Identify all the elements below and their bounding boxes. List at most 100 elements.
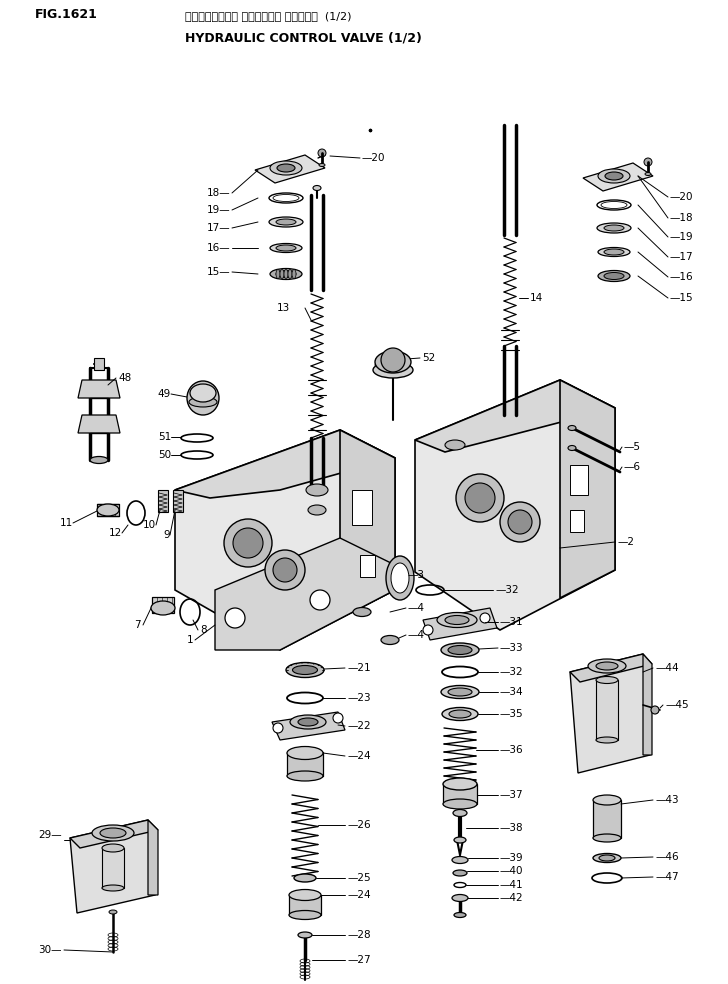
Polygon shape	[148, 820, 158, 895]
Text: —44: —44	[655, 663, 678, 673]
Ellipse shape	[604, 225, 624, 231]
Text: —33: —33	[500, 643, 523, 653]
Text: —24: —24	[347, 890, 371, 900]
Ellipse shape	[568, 446, 576, 451]
Ellipse shape	[599, 855, 615, 861]
Bar	[289, 895, 321, 915]
Text: —15: —15	[670, 293, 694, 303]
Ellipse shape	[448, 688, 472, 696]
Ellipse shape	[276, 219, 296, 225]
Ellipse shape	[292, 270, 296, 278]
Circle shape	[233, 528, 263, 558]
Ellipse shape	[373, 362, 413, 378]
Ellipse shape	[270, 243, 302, 253]
Bar	[94, 358, 104, 370]
Ellipse shape	[597, 223, 631, 233]
Ellipse shape	[593, 834, 621, 842]
Text: 52: 52	[422, 353, 435, 363]
Ellipse shape	[443, 778, 477, 790]
Ellipse shape	[604, 249, 624, 255]
Ellipse shape	[294, 874, 316, 882]
Circle shape	[651, 706, 659, 714]
Text: —31: —31	[500, 617, 523, 627]
Circle shape	[225, 608, 245, 628]
Ellipse shape	[391, 563, 409, 593]
Text: —4: —4	[408, 603, 425, 613]
Ellipse shape	[151, 601, 175, 615]
Ellipse shape	[187, 381, 219, 415]
Ellipse shape	[100, 828, 126, 838]
Bar	[593, 800, 621, 838]
Text: —38: —38	[500, 823, 523, 833]
Ellipse shape	[598, 169, 630, 183]
Text: 48: 48	[118, 373, 131, 383]
Text: —19: —19	[670, 232, 694, 242]
Ellipse shape	[313, 186, 321, 191]
Ellipse shape	[280, 270, 284, 278]
Text: 16—: 16—	[206, 243, 230, 253]
Ellipse shape	[319, 163, 325, 166]
Ellipse shape	[276, 245, 296, 251]
Ellipse shape	[375, 351, 411, 373]
Polygon shape	[415, 380, 615, 630]
Circle shape	[480, 613, 490, 623]
Text: HYDRAULIC CONTROL VALVE (1/2): HYDRAULIC CONTROL VALVE (1/2)	[185, 31, 422, 44]
Text: —42: —42	[500, 893, 523, 903]
Bar	[102, 848, 124, 888]
Bar	[158, 490, 168, 512]
Ellipse shape	[441, 686, 479, 699]
Circle shape	[465, 483, 495, 513]
Text: 15—: 15—	[206, 267, 230, 277]
Text: —32: —32	[495, 585, 518, 595]
Ellipse shape	[452, 856, 468, 864]
Ellipse shape	[102, 844, 124, 852]
Text: —36: —36	[500, 745, 523, 755]
Ellipse shape	[97, 504, 119, 516]
Polygon shape	[70, 820, 155, 913]
Text: —24: —24	[347, 751, 371, 761]
Ellipse shape	[454, 912, 466, 917]
Text: 17—: 17—	[206, 223, 230, 233]
Circle shape	[265, 550, 305, 590]
Text: 51: 51	[158, 432, 171, 442]
Text: —23: —23	[347, 693, 371, 703]
Polygon shape	[175, 430, 395, 650]
Text: 49: 49	[158, 389, 171, 399]
Text: —27: —27	[347, 955, 371, 965]
Ellipse shape	[353, 607, 371, 617]
Text: —35: —35	[500, 709, 523, 719]
Ellipse shape	[190, 384, 216, 402]
Ellipse shape	[270, 161, 302, 175]
Text: ハイドロリック コントロール バルブ  (1/2): ハイドロリック コントロール バルブ (1/2)	[185, 11, 352, 21]
Circle shape	[273, 558, 297, 582]
Polygon shape	[272, 712, 345, 740]
Ellipse shape	[90, 457, 108, 463]
Ellipse shape	[596, 737, 618, 743]
Ellipse shape	[306, 484, 328, 496]
Text: 14: 14	[530, 293, 543, 303]
Circle shape	[508, 510, 532, 534]
Ellipse shape	[445, 440, 465, 450]
Text: 12: 12	[108, 528, 122, 538]
Ellipse shape	[284, 270, 288, 278]
Bar	[570, 465, 588, 495]
Polygon shape	[570, 654, 650, 773]
Ellipse shape	[598, 248, 630, 257]
Bar	[570, 510, 584, 532]
Ellipse shape	[442, 707, 478, 720]
Text: —21: —21	[347, 663, 371, 673]
Text: —6: —6	[623, 462, 640, 472]
Ellipse shape	[286, 662, 324, 678]
Text: —3: —3	[408, 570, 425, 580]
Text: —32: —32	[500, 667, 523, 677]
Polygon shape	[583, 163, 653, 191]
Polygon shape	[643, 654, 652, 755]
Bar	[596, 680, 618, 740]
Polygon shape	[70, 820, 158, 848]
Ellipse shape	[605, 172, 623, 180]
Bar	[97, 504, 119, 516]
Ellipse shape	[445, 616, 469, 625]
Bar	[360, 555, 375, 577]
Text: —46: —46	[655, 852, 678, 862]
Text: —34: —34	[500, 687, 523, 697]
